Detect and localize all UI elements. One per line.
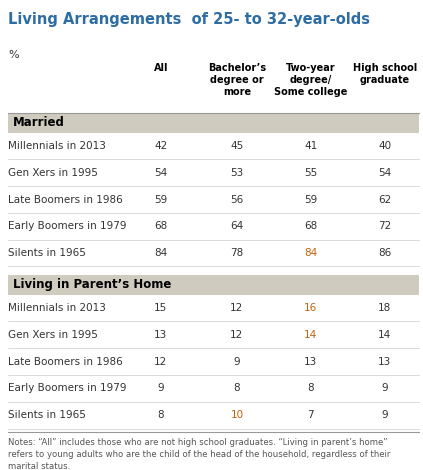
Text: All: All	[154, 63, 168, 73]
Text: 14: 14	[378, 330, 392, 340]
Text: Married: Married	[13, 116, 65, 129]
Text: Early Boomers in 1979: Early Boomers in 1979	[8, 384, 127, 393]
Text: 56: 56	[230, 195, 244, 204]
Text: 53: 53	[230, 168, 244, 178]
Text: Living in Parent’s Home: Living in Parent’s Home	[13, 278, 171, 291]
Text: 59: 59	[304, 195, 318, 204]
Text: 9: 9	[157, 384, 164, 393]
Text: Millennials in 2013: Millennials in 2013	[8, 303, 106, 313]
Text: Late Boomers in 1986: Late Boomers in 1986	[8, 195, 123, 204]
Text: Living Arrangements  of 25- to 32-year-olds: Living Arrangements of 25- to 32-year-ol…	[8, 12, 371, 27]
Text: Two-year
degree/
Some college: Two-year degree/ Some college	[274, 63, 348, 97]
Text: 16: 16	[304, 303, 318, 313]
Bar	[8, 113, 419, 133]
Text: 10: 10	[230, 410, 244, 420]
Text: 12: 12	[154, 357, 168, 367]
Text: 9: 9	[382, 384, 388, 393]
Text: 41: 41	[304, 141, 318, 151]
Text: 15: 15	[154, 303, 168, 313]
Text: 62: 62	[378, 195, 392, 204]
Text: 13: 13	[154, 330, 168, 340]
Text: 64: 64	[230, 221, 244, 231]
Text: %: %	[8, 50, 19, 60]
Text: 13: 13	[304, 357, 318, 367]
Text: Silents in 1965: Silents in 1965	[8, 248, 86, 258]
Text: 8: 8	[308, 384, 314, 393]
Text: 14: 14	[304, 330, 318, 340]
Text: 42: 42	[154, 141, 168, 151]
Text: 7: 7	[308, 410, 314, 420]
Text: 84: 84	[154, 248, 168, 258]
Text: 54: 54	[378, 168, 392, 178]
Text: 8: 8	[233, 384, 240, 393]
Text: Bachelor’s
degree or
more: Bachelor’s degree or more	[208, 63, 266, 97]
Text: 84: 84	[304, 248, 318, 258]
Text: 12: 12	[230, 330, 244, 340]
Text: Silents in 1965: Silents in 1965	[8, 410, 86, 420]
Text: Gen Xers in 1995: Gen Xers in 1995	[8, 330, 98, 340]
Text: 68: 68	[304, 221, 318, 231]
Text: 86: 86	[378, 248, 392, 258]
Text: Millennials in 2013: Millennials in 2013	[8, 141, 106, 151]
Text: 72: 72	[378, 221, 392, 231]
Text: Early Boomers in 1979: Early Boomers in 1979	[8, 221, 127, 231]
Text: 55: 55	[304, 168, 318, 178]
Text: 9: 9	[233, 357, 240, 367]
Text: High school
graduate: High school graduate	[353, 63, 417, 85]
Text: Gen Xers in 1995: Gen Xers in 1995	[8, 168, 98, 178]
Text: 45: 45	[230, 141, 244, 151]
Text: 13: 13	[378, 357, 392, 367]
Text: 68: 68	[154, 221, 168, 231]
Text: 40: 40	[378, 141, 392, 151]
Text: Notes: “All” includes those who are not high school graduates. “Living in parent: Notes: “All” includes those who are not …	[8, 438, 391, 470]
Text: 18: 18	[378, 303, 392, 313]
Text: 8: 8	[157, 410, 164, 420]
Text: Late Boomers in 1986: Late Boomers in 1986	[8, 357, 123, 367]
Text: 54: 54	[154, 168, 168, 178]
Text: 78: 78	[230, 248, 244, 258]
Text: 12: 12	[230, 303, 244, 313]
Text: 9: 9	[382, 410, 388, 420]
Text: 59: 59	[154, 195, 168, 204]
Bar	[8, 275, 419, 295]
